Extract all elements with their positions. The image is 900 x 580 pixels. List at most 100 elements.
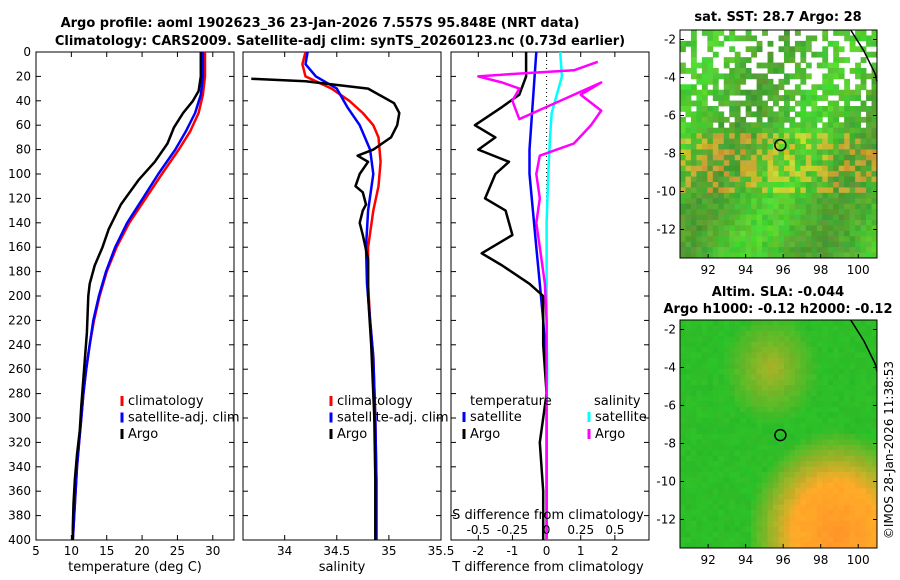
map-cell — [712, 520, 719, 527]
map-cell — [762, 455, 768, 462]
map-cell — [838, 428, 845, 435]
sla-map-title-2: Argo h1000: -0.12 h2000: -0.12 — [663, 302, 892, 317]
map-cell — [805, 412, 812, 419]
map-cell — [685, 171, 692, 177]
map-cell — [740, 330, 747, 337]
map-cell — [701, 423, 708, 429]
map-cell — [696, 385, 703, 391]
map-cell — [855, 379, 861, 386]
map-cell — [701, 192, 708, 199]
map-cell — [794, 336, 801, 343]
map-cell — [751, 165, 758, 172]
map-cell — [707, 187, 714, 194]
map-cell — [712, 542, 719, 549]
map-cell — [690, 230, 697, 237]
map-cell — [833, 252, 840, 259]
map-cell — [773, 352, 779, 359]
map-cell — [701, 390, 708, 397]
map-cell — [783, 379, 790, 386]
map-cell — [805, 160, 812, 167]
map-cell — [773, 68, 779, 74]
map-cell — [729, 466, 736, 473]
map-cell — [844, 455, 851, 462]
map-cell — [756, 214, 763, 221]
map-cell — [789, 347, 796, 353]
map-cell — [827, 122, 834, 129]
map-cell — [767, 390, 774, 397]
map-cell — [805, 352, 812, 359]
map-cell — [707, 138, 714, 145]
map-cell — [756, 127, 763, 134]
difference-plot: -2 -1 0 1 2-0.5 -0.25 0 0.25 0.5 — [467, 51, 624, 558]
map-cell — [680, 412, 686, 419]
map-cell — [822, 325, 829, 332]
map-cell — [838, 401, 845, 408]
map-cell — [751, 95, 758, 101]
map-cell — [734, 520, 741, 527]
map-cell — [685, 368, 692, 375]
map-cell — [696, 461, 703, 467]
map-cell — [860, 466, 867, 473]
map-cell — [707, 192, 714, 199]
map-cell — [712, 40, 719, 47]
map-cell — [773, 482, 779, 489]
map-cell — [734, 358, 741, 364]
map-cell — [762, 537, 768, 543]
map-cell — [827, 325, 834, 332]
map-cell — [723, 444, 730, 451]
map-cell — [794, 149, 801, 156]
map-cell — [778, 144, 785, 150]
map-cell — [740, 368, 747, 375]
map-cell — [718, 379, 725, 386]
map-cell — [838, 374, 845, 381]
map-cell — [800, 209, 807, 215]
map-cell — [740, 68, 747, 74]
map-cell — [745, 531, 752, 538]
map-cell — [833, 122, 840, 129]
map-cell — [685, 542, 692, 549]
map-cell — [800, 417, 807, 424]
map-cell — [712, 89, 719, 96]
map-cell — [794, 374, 801, 381]
map-cell — [712, 160, 719, 167]
map-cell — [838, 203, 845, 210]
map-cell — [811, 209, 818, 215]
map-cell — [773, 461, 779, 467]
map-cell — [696, 450, 703, 457]
map-cell — [800, 347, 807, 353]
map-cell — [789, 510, 796, 516]
map-cell — [701, 515, 708, 522]
map-cell — [685, 89, 692, 96]
map-cell — [789, 417, 796, 424]
map-cell — [800, 111, 807, 118]
map-cell — [707, 73, 714, 80]
map-cell — [849, 401, 856, 408]
map-cell — [866, 341, 872, 348]
map-cell — [745, 35, 752, 42]
map-cell — [751, 198, 758, 205]
map-cell — [740, 482, 747, 489]
map-cell — [685, 247, 692, 253]
map-cell — [844, 133, 851, 139]
map-cell — [789, 95, 796, 101]
map-cell — [680, 165, 686, 172]
map-cell — [822, 466, 829, 473]
map-cell — [778, 374, 785, 381]
map-cell — [751, 73, 758, 80]
map-cell — [696, 214, 703, 221]
map-cell — [712, 347, 719, 353]
map-cell — [685, 537, 692, 543]
map-cell — [778, 368, 785, 375]
map-cell — [751, 396, 758, 402]
map-cell — [723, 73, 730, 80]
map-cell — [838, 46, 845, 53]
map-cell — [680, 68, 686, 74]
map-cell — [789, 401, 796, 408]
map-cell — [833, 220, 840, 226]
map-cell — [871, 241, 878, 248]
map-cell — [685, 358, 692, 364]
map-cell — [805, 73, 812, 80]
map-cell — [745, 477, 752, 484]
map-cell — [805, 209, 812, 215]
map-cell — [767, 133, 774, 139]
